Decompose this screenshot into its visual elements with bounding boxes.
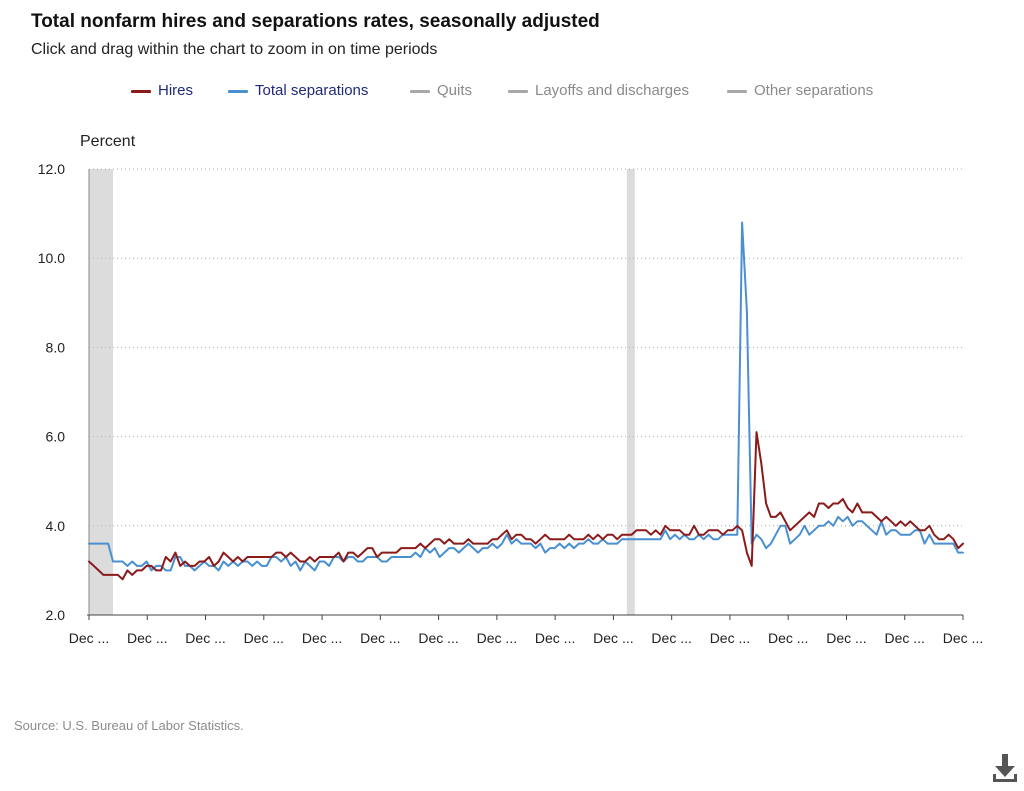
x-tick-label: Dec ... xyxy=(185,630,225,646)
y-tick-label: 10.0 xyxy=(38,250,65,266)
series-line-hires[interactable] xyxy=(88,431,964,581)
legend-item-total-separations[interactable]: Total separations xyxy=(228,80,383,104)
x-tick-label: Dec ... xyxy=(127,630,167,646)
legend-label-quits: Quits xyxy=(437,82,473,99)
x-tick-label: Dec ... xyxy=(535,630,575,646)
y-tick-label: 8.0 xyxy=(46,339,66,355)
x-tick-label: Dec ... xyxy=(826,630,866,646)
x-tick-label: Dec ... xyxy=(884,630,924,646)
legend-swatch-other-separations xyxy=(727,90,747,93)
legend-swatch-layoffs-and-discharges xyxy=(508,90,528,93)
x-tick-label: Dec ... xyxy=(360,630,400,646)
legend-swatch-hires xyxy=(131,90,151,93)
legend-item-hires[interactable]: Hires xyxy=(131,80,201,104)
source-note: Source: U.S. Bureau of Labor Statistics. xyxy=(14,718,244,733)
chart-legend: Hires Total separations Quits Layoffs an… xyxy=(0,80,1024,104)
x-tick-label: Dec ... xyxy=(943,630,983,646)
x-tick-label: Dec ... xyxy=(244,630,284,646)
download-button[interactable] xyxy=(987,750,1023,786)
legend-item-quits[interactable]: Quits xyxy=(410,80,480,104)
legend-label-hires: Hires xyxy=(158,82,194,99)
legend-label-other-separations: Other separations xyxy=(754,82,874,99)
x-tick-label: Dec ... xyxy=(302,630,342,646)
legend-item-other-separations[interactable]: Other separations xyxy=(727,80,892,104)
legend-swatch-quits xyxy=(410,90,430,93)
chart-plot-area[interactable]: 2.0 4.0 6.0 8.0 10.0 12.0 Dec ... Dec ... Dec ..… xyxy=(0,0,1024,700)
y-tick-label: 4.0 xyxy=(46,518,66,534)
recession-band xyxy=(626,169,635,615)
download-icon xyxy=(993,754,1017,782)
x-tick-label: Dec ... xyxy=(710,630,750,646)
legend-item-layoffs-and-discharges[interactable]: Layoffs and discharges xyxy=(508,80,703,104)
y-tick-label: 12.0 xyxy=(38,161,65,177)
y-axis-label: Percent xyxy=(80,133,136,150)
x-tick-label: Dec ... xyxy=(477,630,517,646)
legend-label-layoffs-and-discharges: Layoffs and discharges xyxy=(535,82,689,99)
x-tick-label: Dec ... xyxy=(593,630,633,646)
y-tick-label: 2.0 xyxy=(46,607,66,623)
chart-title: Total nonfarm hires and separations rate… xyxy=(31,11,600,32)
y-tick-label: 6.0 xyxy=(46,429,66,445)
x-tick-label: Dec ... xyxy=(418,630,458,646)
chart-subtitle: Click and drag within the chart to zoom … xyxy=(31,41,438,58)
legend-label-total-separations: Total separations xyxy=(255,82,369,99)
recession-band xyxy=(89,169,114,615)
x-tick-label: Dec ... xyxy=(768,630,808,646)
x-tick-label: Dec ... xyxy=(69,630,109,646)
x-tick-label: Dec ... xyxy=(651,630,691,646)
series-line-total-separations[interactable] xyxy=(88,221,964,572)
legend-swatch-total-separations xyxy=(228,90,248,93)
